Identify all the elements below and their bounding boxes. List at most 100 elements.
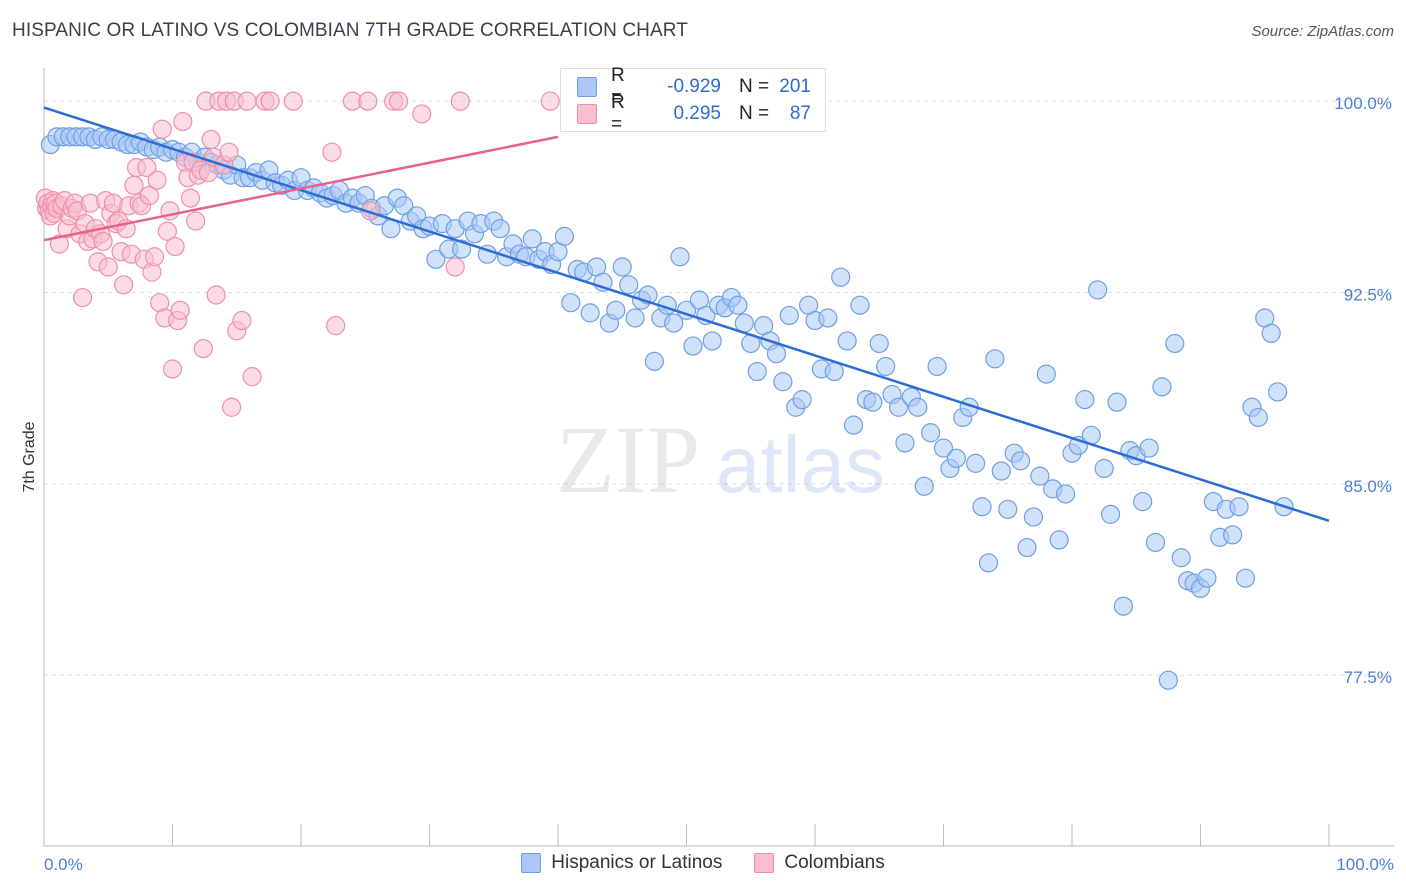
colombians-point [412, 104, 432, 124]
hispanics-point [837, 331, 857, 351]
hispanics-point [702, 331, 722, 351]
hispanics-point [1152, 377, 1172, 397]
y-axis-tick-labels: 100.0% 92.5% 85.0% 77.5% [1334, 94, 1392, 687]
hispanics-point [908, 397, 928, 417]
hispanics-point [1139, 438, 1159, 458]
hispanics-point [1107, 392, 1127, 412]
hispanics-point [766, 344, 787, 364]
y-tick-label: 100.0% [1334, 94, 1392, 113]
hispanics-point [1049, 530, 1069, 550]
hispanics-point [1171, 548, 1191, 568]
legend-swatch-colombians [754, 853, 775, 873]
hispanics-point [876, 356, 896, 377]
colombians-point [124, 175, 144, 195]
colombians-point [283, 91, 303, 111]
y-tick-label: 85.0% [1344, 477, 1392, 496]
hispanics-point [978, 553, 999, 573]
hispanics-point [779, 305, 799, 326]
hispanics-point [670, 247, 690, 267]
hispanics-point [612, 257, 632, 277]
n-value: 87 [789, 103, 811, 124]
hispanics-point [1094, 458, 1114, 479]
y-tick-label: 77.5% [1344, 668, 1392, 687]
series-hispanics-points [40, 127, 1294, 690]
hispanics-point [1267, 382, 1288, 402]
hispanics-point [946, 448, 966, 468]
colombians-point [193, 338, 213, 359]
legend-swatch-hispanics [521, 853, 542, 873]
hispanics-point [792, 390, 812, 410]
colombians-point [137, 157, 157, 178]
watermark-atlas: atlas [716, 420, 885, 509]
colombians-point [326, 316, 346, 336]
x-tick-label-max: 100.0% [1336, 855, 1394, 874]
colombians-point [49, 234, 70, 254]
colombians-point [186, 211, 206, 231]
hispanics-point [580, 303, 600, 323]
r-label: R = [611, 65, 625, 108]
hispanics-point [1030, 466, 1050, 486]
hispanics-point [664, 313, 684, 333]
chart-title: HISPANIC OR LATINO VS COLOMBIAN 7TH GRAD… [12, 20, 688, 41]
hispanics-point [966, 453, 986, 473]
hispanics-point [606, 300, 626, 320]
hispanics-point [554, 226, 575, 246]
colombians-point [165, 236, 185, 257]
colombians-point [72, 287, 93, 308]
colombians-point [232, 310, 252, 331]
hispanics-point [869, 333, 889, 354]
hispanics-point [850, 295, 870, 315]
hispanics-point [1017, 537, 1037, 558]
colombians-point [260, 91, 280, 111]
hispanics-point [773, 372, 793, 392]
hispanics-point [863, 392, 883, 412]
legend-swatch-colombians [577, 104, 597, 124]
hispanics-point [1036, 364, 1056, 384]
hispanics-point [644, 351, 664, 371]
colombians-point [93, 231, 113, 252]
hispanics-point [1235, 568, 1256, 588]
hispanics-point [452, 239, 472, 259]
r-value: -0.929 [667, 76, 721, 97]
hispanics-point [426, 249, 446, 269]
hispanics-point [683, 336, 703, 356]
hispanics-point [824, 361, 844, 382]
hispanics-point [1261, 323, 1281, 343]
hispanics-point [972, 497, 992, 517]
colombians-point [222, 397, 242, 417]
stats-legend: R = -0.929 N = 201 R = 0.295 N = 87 [560, 65, 826, 135]
legend-label-hispanics: Hispanics or Latinos [551, 852, 723, 873]
n-value: 201 [779, 76, 811, 97]
legend-item-colombians[interactable]: Colombians [754, 852, 885, 874]
colombians-point [322, 142, 342, 162]
hispanics-point [1010, 451, 1031, 471]
colombians-point [242, 367, 262, 387]
hispanics-point [1229, 497, 1249, 517]
colombians-point [206, 285, 226, 305]
hispanics-point [843, 415, 864, 435]
hispanics-point [831, 267, 851, 287]
colombians-point [144, 247, 165, 267]
colombians-point [157, 221, 177, 241]
legend-item-hispanics[interactable]: Hispanics or Latinos [521, 852, 722, 874]
hispanics-point [927, 356, 947, 377]
colombians-point [445, 257, 465, 277]
legend-label-colombians: Colombians [784, 852, 885, 873]
hispanics-point [1075, 390, 1095, 410]
hispanics-point [1197, 568, 1217, 588]
source-label: Source: ZipAtlas.com [1251, 23, 1394, 40]
colombians-point [139, 185, 159, 206]
colombians-point [162, 359, 183, 379]
hispanics-point [625, 308, 645, 328]
hispanics-point [1165, 333, 1185, 354]
watermark: ZIP atlas [556, 406, 885, 513]
hispanics-point [1158, 670, 1178, 690]
x-axis-ticks [43, 824, 1330, 846]
colombians-point [98, 257, 118, 277]
hispanics-point [1133, 492, 1153, 512]
legend-row-hispanics: R = -0.929 N = 201 [577, 65, 811, 108]
colombians-point [147, 170, 167, 190]
n-label: N = [739, 103, 770, 124]
colombians-point [358, 91, 378, 111]
hispanics-point [914, 476, 934, 496]
